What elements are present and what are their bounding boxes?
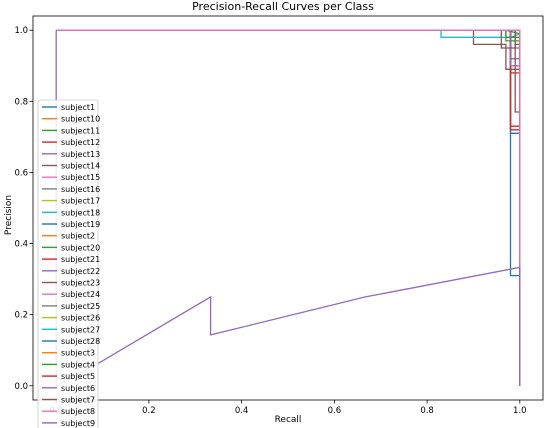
legend-label: subject23 [61, 279, 100, 288]
plot-area: 0.0 0.2 0.4 0.6 0.8 1.0 0.0 0.2 0.4 0.6 0.8 1.0 [14, 15, 544, 416]
x-tick-label: 0.8 [420, 406, 434, 416]
x-tick-label: 0.4 [235, 406, 249, 416]
legend-label: subject20 [61, 243, 100, 252]
legend-label: subject15 [61, 173, 100, 182]
y-tick-label: 0.2 [14, 311, 28, 321]
legend-label: subject16 [61, 185, 100, 194]
x-axis-label: Recall [275, 415, 302, 425]
axes-frame [32, 15, 544, 401]
legend-label: subject1 [61, 103, 95, 112]
legend-label: subject10 [61, 115, 100, 124]
legend-label: subject6 [61, 384, 95, 393]
legend-label: subject17 [61, 197, 100, 206]
legend-label: subject11 [61, 126, 100, 135]
y-tick-label: 1.0 [14, 26, 28, 36]
x-tick-label: 0.2 [142, 406, 156, 416]
y-tick-label: 0.8 [14, 97, 28, 107]
y-tick-label: 0.4 [14, 240, 28, 250]
legend-label: subject26 [61, 314, 100, 323]
legend-label: subject27 [61, 325, 100, 334]
legend-label: subject28 [61, 337, 100, 346]
legend-label: subject12 [61, 138, 100, 147]
legend: subject1 subject10 subject11 subject12 subje… [37, 99, 100, 428]
legend-box [37, 99, 99, 428]
legend-label: subject5 [61, 372, 95, 381]
legend-label: subject22 [61, 267, 100, 276]
y-axis-label: Precision [4, 195, 14, 235]
y-tick-label: 0.6 [14, 168, 28, 178]
legend-label: subject7 [61, 396, 95, 405]
legend-label: subject21 [61, 255, 100, 264]
y-axis-ticks: 0.0 0.2 0.4 0.6 0.8 1.0 [14, 26, 33, 392]
x-tick-label: 0.6 [328, 406, 342, 416]
legend-label: subject13 [61, 150, 100, 159]
series-layer [55, 29, 521, 387]
chart-title: Precision-Recall Curves per Class [192, 0, 374, 13]
legend-label: subject19 [61, 220, 100, 229]
legend-label: subject2 [61, 232, 95, 241]
legend-label: subject18 [61, 208, 100, 217]
legend-label: subject4 [61, 360, 95, 369]
legend-label: subject3 [61, 349, 95, 358]
legend-label: subject9 [61, 419, 95, 428]
legend-label: subject24 [61, 290, 100, 299]
legend-label: subject8 [61, 407, 95, 416]
y-tick-label: 0.0 [14, 382, 28, 392]
legend-label: subject14 [61, 162, 100, 171]
legend-label: subject25 [61, 302, 100, 311]
x-tick-label: 1.0 [513, 406, 527, 416]
